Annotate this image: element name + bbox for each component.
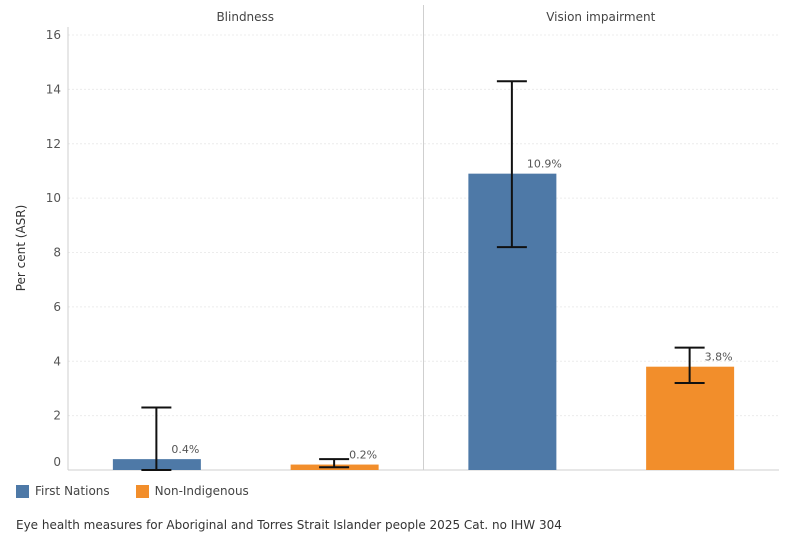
legend-item-non-indigenous[interactable]: Non-Indigenous — [135, 484, 249, 498]
panel-title-0: Blindness — [216, 10, 274, 24]
y-tick-label-12: 12 — [46, 137, 61, 151]
y-tick-label-10: 10 — [46, 191, 61, 205]
legend-item-first-nations[interactable]: First Nations — [16, 484, 110, 498]
data-label-0-0: 0.4% — [171, 443, 199, 456]
legend-label-non-indigenous: Non-Indigenous — [154, 484, 249, 498]
y-tick-label-0: 0 — [53, 455, 61, 469]
y-tick-label-16: 16 — [46, 28, 61, 42]
data-label-1-1: 3.8% — [705, 351, 733, 364]
y-tick-label-4: 4 — [53, 354, 61, 368]
legend-swatch-non-indigenous — [135, 484, 149, 498]
source-note: Eye health measures for Aboriginal and T… — [16, 518, 562, 532]
bar-chart: 0 2 4 6 8 10 12 14 16 Per cent (ASR) Blindness 0.4%… — [14, 5, 779, 471]
y-tick-label-14: 14 — [46, 82, 61, 96]
legend-label-first-nations: First Nations — [35, 484, 110, 498]
data-label-0-1: 0.2% — [349, 449, 377, 462]
y-tick-label-8: 8 — [53, 246, 61, 260]
panel-title-1: Vision impairment — [546, 10, 655, 24]
legend-swatch-first-nations — [16, 484, 29, 498]
data-label-1-0: 10.9% — [527, 158, 562, 171]
y-tick-label-6: 6 — [53, 300, 61, 314]
y-axis-label: Per cent (ASR) — [14, 205, 28, 292]
legend: First Nations Non-Indigenous — [16, 484, 249, 498]
y-tick-label-2: 2 — [53, 409, 61, 423]
